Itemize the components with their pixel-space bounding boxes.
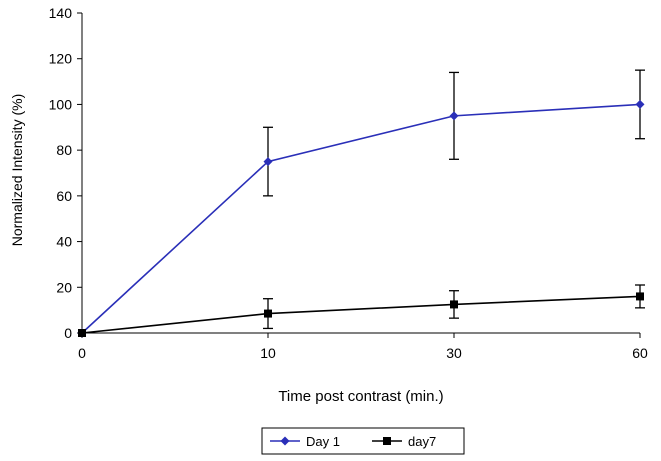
x-tick-label: 30 (446, 345, 462, 361)
data-point (264, 309, 272, 318)
legend-marker (280, 436, 290, 446)
y-tick-label: 120 (49, 51, 73, 67)
legend-label: Day 1 (306, 434, 340, 449)
legend-marker (383, 437, 391, 445)
legend: Day 1 day7 (261, 427, 465, 455)
chart-axes (81, 13, 640, 334)
x-tick-label: 0 (78, 345, 86, 361)
x-axis-label: Time post contrast (min.) (278, 388, 443, 405)
data-point (450, 300, 458, 309)
series-2 (78, 284, 645, 337)
y-tick-label: 80 (56, 142, 72, 158)
y-tick-label: 60 (56, 188, 72, 204)
series-layer (77, 69, 645, 338)
data-point (263, 157, 273, 167)
y-tick-label: 40 (56, 234, 72, 250)
y-tick-label: 20 (56, 279, 72, 295)
x-axis-ticks: 0 10 30 60 (78, 333, 648, 361)
y-tick-label: 140 (49, 5, 73, 21)
legend-label: day7 (408, 434, 436, 449)
y-tick-label: 100 (49, 96, 73, 112)
data-point (78, 329, 86, 337)
data-point (449, 111, 459, 121)
legend-item-1: Day 1 (270, 434, 340, 449)
legend-box (261, 427, 465, 455)
legend-item-2: day7 (372, 434, 436, 449)
x-tick-label: 60 (632, 345, 648, 361)
y-axis-label: Normalized Intensity (%) (9, 94, 25, 247)
data-point (636, 292, 644, 301)
series-1 (77, 69, 645, 338)
series-line (81, 103, 641, 334)
y-axis-ticks: 0 20 40 60 80 100 120 140 (49, 5, 82, 341)
y-tick-label: 0 (64, 325, 72, 341)
x-tick-label: 10 (260, 345, 276, 361)
data-point (635, 99, 645, 109)
series-line (81, 295, 641, 334)
